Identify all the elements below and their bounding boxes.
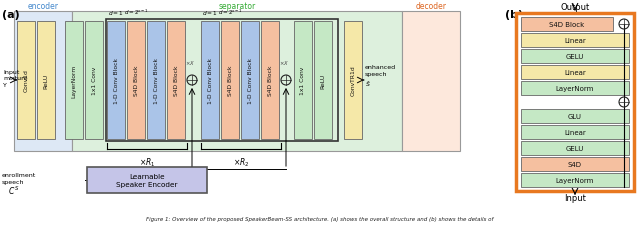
Text: encoder: encoder xyxy=(28,2,58,11)
Text: 1-D Conv Block: 1-D Conv Block xyxy=(248,58,253,104)
Text: separator: separator xyxy=(218,2,255,11)
FancyBboxPatch shape xyxy=(221,22,239,139)
Text: ConvTR1d: ConvTR1d xyxy=(351,65,355,96)
Text: Conv1d: Conv1d xyxy=(24,69,29,92)
Text: (a): (a) xyxy=(2,10,20,20)
FancyBboxPatch shape xyxy=(314,22,332,139)
FancyBboxPatch shape xyxy=(521,126,629,139)
Text: ReLU: ReLU xyxy=(321,73,326,88)
FancyBboxPatch shape xyxy=(127,22,145,139)
Text: $d=2^{x-1}$: $d=2^{x-1}$ xyxy=(124,8,148,17)
Text: $d=1$: $d=1$ xyxy=(108,9,124,17)
FancyBboxPatch shape xyxy=(37,22,55,139)
FancyBboxPatch shape xyxy=(521,110,629,124)
Text: GLU: GLU xyxy=(568,113,582,119)
FancyBboxPatch shape xyxy=(294,22,312,139)
Text: ReLU: ReLU xyxy=(44,73,49,88)
FancyBboxPatch shape xyxy=(87,167,207,193)
Text: GELU: GELU xyxy=(566,54,584,60)
Text: $d=1$: $d=1$ xyxy=(202,9,218,17)
FancyBboxPatch shape xyxy=(521,18,613,32)
Text: LayerNorm: LayerNorm xyxy=(72,64,77,97)
FancyBboxPatch shape xyxy=(241,22,259,139)
Text: 1-D Conv Block: 1-D Conv Block xyxy=(154,58,159,104)
Text: Linear: Linear xyxy=(564,129,586,135)
FancyBboxPatch shape xyxy=(516,14,634,191)
Text: S4D Block: S4D Block xyxy=(268,65,273,96)
FancyBboxPatch shape xyxy=(261,22,279,139)
Text: 1x1 Conv: 1x1 Conv xyxy=(92,67,97,95)
Text: Output: Output xyxy=(561,3,589,12)
FancyBboxPatch shape xyxy=(85,22,103,139)
Text: $\times R_2$: $\times R_2$ xyxy=(233,156,250,169)
FancyBboxPatch shape xyxy=(521,173,629,187)
Text: S4D Block: S4D Block xyxy=(227,65,232,96)
FancyBboxPatch shape xyxy=(521,66,629,80)
Text: 1-D Conv Block: 1-D Conv Block xyxy=(207,58,212,104)
Text: $\times R_1$: $\times R_1$ xyxy=(139,156,156,169)
FancyBboxPatch shape xyxy=(65,22,83,139)
Text: Learnable
Speaker Encoder: Learnable Speaker Encoder xyxy=(116,173,178,187)
Text: S4D Block: S4D Block xyxy=(134,65,138,96)
FancyBboxPatch shape xyxy=(17,22,35,139)
Text: S4D Block: S4D Block xyxy=(549,22,584,28)
Text: $\times X$: $\times X$ xyxy=(185,59,195,67)
Text: enhanced
speech
$\hat{S}$: enhanced speech $\hat{S}$ xyxy=(365,65,396,88)
Text: S4D Block: S4D Block xyxy=(173,65,179,96)
FancyBboxPatch shape xyxy=(107,22,125,139)
FancyBboxPatch shape xyxy=(521,157,629,171)
FancyBboxPatch shape xyxy=(167,22,185,139)
Text: decoder: decoder xyxy=(415,2,447,11)
FancyBboxPatch shape xyxy=(147,22,165,139)
Text: Figure 1: Overview of the proposed SpeakerBeam-SS architecture. (a) shows the ov: Figure 1: Overview of the proposed Speak… xyxy=(147,216,493,221)
Text: Input: Input xyxy=(564,193,586,202)
Text: $\times X$: $\times X$ xyxy=(279,59,289,67)
Text: $d=2^{x-1}$: $d=2^{x-1}$ xyxy=(218,8,243,17)
Text: Linear: Linear xyxy=(564,38,586,44)
Text: (b): (b) xyxy=(505,10,523,20)
Text: Linear: Linear xyxy=(564,70,586,76)
FancyBboxPatch shape xyxy=(72,12,402,151)
FancyBboxPatch shape xyxy=(521,141,629,155)
Text: 1-D Conv Block: 1-D Conv Block xyxy=(113,58,118,104)
Text: LayerNorm: LayerNorm xyxy=(556,86,594,92)
Text: S4D: S4D xyxy=(568,161,582,167)
FancyBboxPatch shape xyxy=(521,50,629,64)
FancyBboxPatch shape xyxy=(521,34,629,48)
FancyBboxPatch shape xyxy=(344,22,362,139)
Text: Input
mixture
Y: Input mixture Y xyxy=(3,70,28,87)
FancyBboxPatch shape xyxy=(14,12,72,151)
Text: LayerNorm: LayerNorm xyxy=(556,177,594,183)
Text: GELU: GELU xyxy=(566,145,584,151)
FancyBboxPatch shape xyxy=(201,22,219,139)
FancyBboxPatch shape xyxy=(521,82,629,96)
Text: 1x1 Conv: 1x1 Conv xyxy=(301,67,305,95)
FancyBboxPatch shape xyxy=(402,12,460,151)
Text: $C^S$: $C^S$ xyxy=(8,184,19,196)
Text: enrollment
speech: enrollment speech xyxy=(2,173,36,184)
